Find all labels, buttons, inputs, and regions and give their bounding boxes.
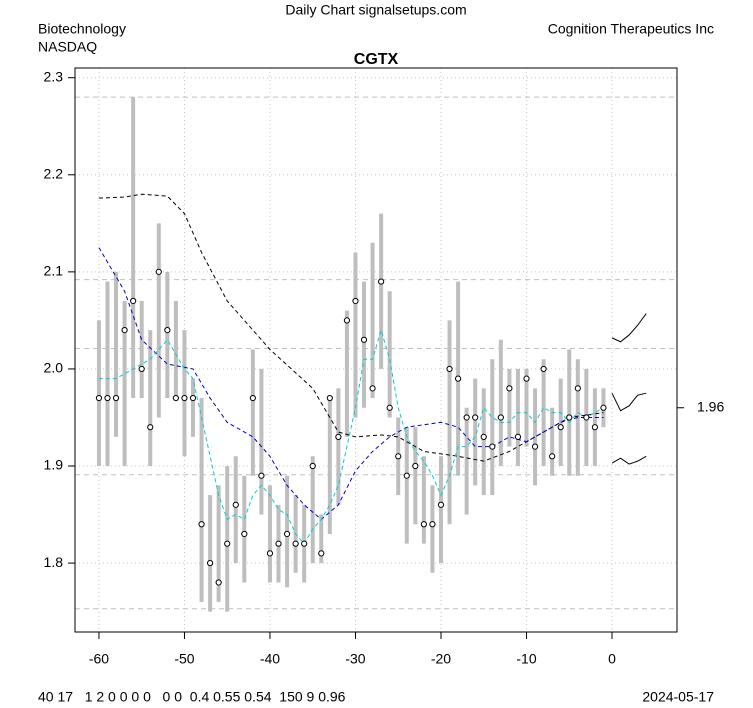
close-point (583, 414, 590, 421)
line-series (98, 247, 604, 521)
close-point (343, 317, 351, 324)
close-point (130, 297, 137, 305)
x-tick-label: -20 (431, 651, 451, 667)
close-point (258, 472, 265, 479)
close-point (531, 443, 539, 450)
close-point (566, 414, 573, 421)
source: Daily Chart signalsetups.com (285, 2, 466, 18)
close-point (147, 424, 154, 431)
close-point (138, 365, 145, 373)
close-point (540, 365, 547, 373)
plot-frame (74, 67, 678, 633)
sector: Biotechnology (38, 21, 126, 37)
close-point (360, 336, 368, 343)
close-point (301, 540, 308, 547)
close-point (557, 424, 564, 431)
close-point (172, 394, 180, 402)
close-point (429, 521, 436, 528)
close-point (292, 540, 299, 547)
y-tick-label: 1.9 (44, 457, 64, 473)
x-tick-label: -60 (89, 651, 109, 667)
line-series (98, 193, 604, 462)
x-tick-label: -50 (174, 651, 194, 667)
close-point (600, 404, 607, 411)
x-tick-label: -30 (345, 651, 365, 667)
close-point (352, 297, 359, 305)
close-point (266, 550, 274, 557)
chart-title: CGTX (354, 51, 399, 68)
close-point (446, 365, 453, 373)
close-point (472, 414, 479, 421)
close-point (309, 462, 316, 470)
close-point (335, 433, 342, 440)
close-point (249, 394, 256, 402)
close-point (497, 414, 504, 421)
close-point (403, 472, 410, 479)
line-series (611, 455, 647, 465)
close-point (283, 530, 291, 538)
close-point (506, 385, 513, 392)
x-tick-label: -10 (516, 651, 536, 667)
close-point (574, 385, 581, 392)
close-point (189, 394, 197, 402)
close-point (437, 501, 445, 508)
y-tick-label: 2.2 (44, 165, 64, 181)
close-point (378, 278, 385, 285)
close-point (591, 424, 599, 431)
close-point (112, 394, 120, 402)
x-tick-label: 0 (608, 651, 616, 667)
close-point (215, 579, 222, 586)
close-point (549, 453, 556, 460)
close-point (523, 375, 530, 382)
y-tick-label: 2.1 (44, 263, 64, 279)
line-series (98, 328, 604, 545)
close-point (420, 521, 427, 528)
close-point (318, 550, 325, 557)
close-point (224, 540, 231, 547)
close-point (386, 404, 393, 411)
exchange: NASDAQ (38, 39, 97, 55)
footer-stats: 40 17 1 2 0 0 0 0 0 0 0.4 0.55 0.54 150 … (38, 689, 346, 705)
line-series (611, 392, 647, 412)
close-point (181, 394, 188, 402)
company: Cognition Therapeutics Inc (548, 21, 714, 37)
close-point (121, 326, 128, 334)
close-point (514, 433, 522, 440)
date: 2024-05-17 (642, 689, 714, 705)
y-tick-label: 1.8 (44, 554, 64, 570)
close-point (395, 453, 402, 460)
close-point (326, 394, 333, 402)
close-point (232, 501, 239, 508)
y-tick-label: 2.3 (44, 68, 64, 84)
close-point (369, 385, 376, 392)
y-tick-label: 2.0 (44, 360, 64, 376)
close-point (104, 394, 111, 402)
close-point (95, 394, 103, 402)
close-point (241, 530, 248, 538)
close-point (164, 326, 171, 334)
line-series (611, 313, 647, 343)
close-point (412, 462, 419, 470)
close-point (454, 375, 462, 382)
close-point (198, 521, 205, 528)
close-point (207, 559, 214, 567)
close-point (463, 414, 470, 421)
close-point (275, 540, 282, 547)
close-point (480, 433, 487, 440)
close-point (155, 268, 162, 275)
close-point (489, 443, 496, 450)
right-tick-label: 1.96 (697, 398, 724, 414)
x-tick-label: -40 (260, 651, 280, 667)
